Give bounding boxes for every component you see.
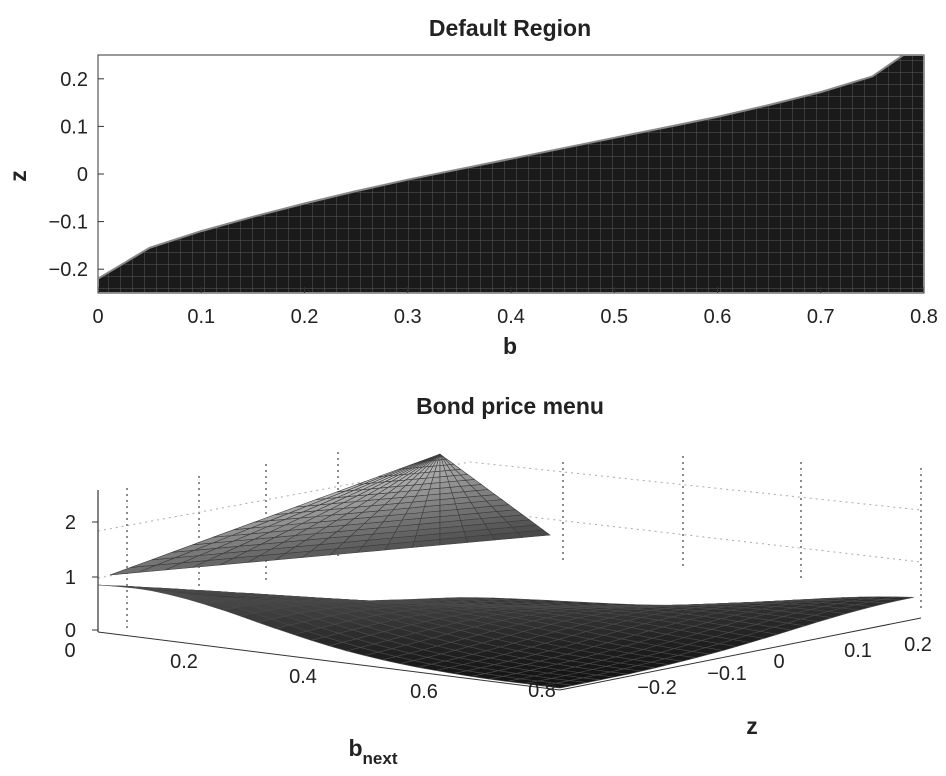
- y-ticks-default-region: 0.2 0.1 0 −0.1 −0.2: [49, 69, 104, 281]
- z-axis-label: z: [746, 713, 758, 739]
- z-tick-1: 1: [65, 567, 76, 589]
- floor-edge-z: [559, 617, 922, 691]
- b-next-ticks: 0 0.2 0.4 0.6 0.8: [64, 640, 555, 703]
- y-tick-label: −0.2: [49, 259, 88, 281]
- b-next-axis-label: bnext: [348, 735, 397, 768]
- bond-price-surface: [97, 584, 914, 689]
- default-region-chart: Default Region 0 0.1 0.2 0.3 0.4 0.5 0.6 0.7 0.8…: [5, 15, 938, 359]
- y-tick-label: −0.1: [49, 212, 88, 234]
- peak-cell: [439, 453, 448, 460]
- b-next-tick-0: 0: [64, 640, 75, 662]
- bond-price-peak-mesh: [109, 453, 551, 576]
- b-next-tick-0.8: 0.8: [528, 680, 556, 702]
- z-axis-ticks: 2 1 0: [65, 512, 98, 642]
- default-region-area: [98, 55, 924, 293]
- y-axis-label-z: z: [5, 170, 31, 182]
- x-tick-label: 0.5: [600, 306, 628, 328]
- chart-title-default-region: Default Region: [429, 15, 591, 41]
- x-ticks-default-region: 0 0.1 0.2 0.3 0.4 0.5 0.6 0.7 0.8: [92, 287, 938, 328]
- floor-edge-b-next: [97, 631, 561, 691]
- z-tick-0-depth: 0: [773, 651, 784, 673]
- z-tick-minus-0.2: −0.2: [637, 677, 676, 699]
- y-tick-label: 0.2: [60, 69, 88, 91]
- z-depth-ticks: −0.2 −0.1 0 0.1 0.2: [637, 634, 932, 699]
- x-tick-label: 0.6: [704, 306, 732, 328]
- z-tick-0.1: 0.1: [844, 640, 872, 662]
- x-axis-label-b: b: [503, 333, 517, 359]
- surface-cell: [445, 597, 477, 599]
- x-tick-label: 0.7: [807, 306, 835, 328]
- bond-price-menu-chart: Bond price menu 2 1 0: [64, 393, 931, 768]
- chart-title-bond-price-menu: Bond price menu: [416, 393, 604, 419]
- b-next-tick-0.2: 0.2: [170, 651, 198, 673]
- x-tick-label: 0.3: [394, 306, 422, 328]
- z-tick-minus-0.1: −0.1: [707, 663, 746, 685]
- z-tick-0: 0: [65, 620, 76, 642]
- x-tick-label: 0.1: [187, 306, 215, 328]
- b-next-tick-0.6: 0.6: [410, 681, 438, 703]
- y-tick-label: 0.1: [60, 116, 88, 138]
- x-tick-label: 0: [92, 306, 103, 328]
- z-tick-0.2: 0.2: [904, 634, 932, 656]
- x-tick-label: 0.2: [291, 306, 319, 328]
- z-tick-2: 2: [65, 512, 76, 534]
- x-tick-label: 0.4: [497, 306, 525, 328]
- b-next-tick-0.4: 0.4: [289, 666, 317, 688]
- y-tick-label: 0: [77, 164, 88, 186]
- x-tick-label: 0.8: [910, 306, 938, 328]
